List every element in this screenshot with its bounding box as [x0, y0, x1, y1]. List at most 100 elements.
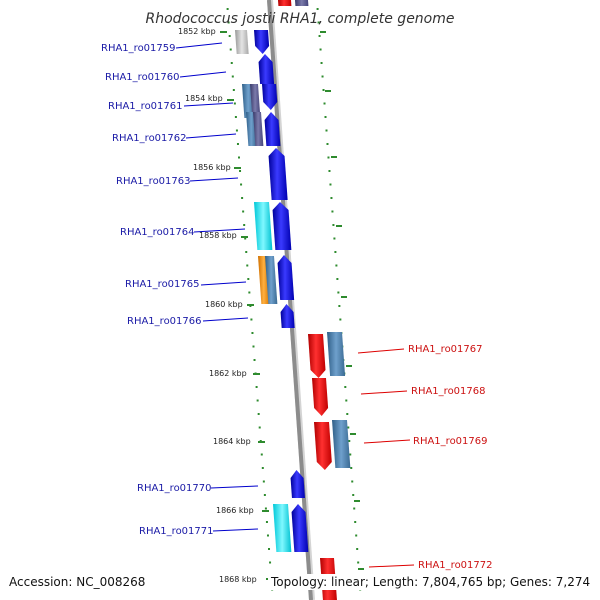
gene-label-ro01771[interactable]: RHA1_ro01771 — [139, 526, 214, 537]
gene-ro01765 — [277, 255, 295, 300]
footer-topology: Topology: linear; Length: 7,804,765 bp; … — [270, 575, 590, 589]
tick-dot-right — [338, 305, 341, 307]
tick-dot-right — [356, 548, 359, 550]
tick-dot-right — [318, 35, 321, 37]
major-tick-left-2 — [234, 167, 241, 169]
gene-ro01768 — [312, 378, 329, 416]
gene-label-ro01763[interactable]: RHA1_ro01763 — [116, 176, 191, 187]
gene-ro01770 — [290, 470, 305, 498]
tick-label-1854: 1854 kbp — [185, 94, 223, 103]
gene-ro01769-b — [332, 420, 351, 468]
leader-left-9 — [212, 528, 259, 532]
tick-dot-right — [357, 561, 360, 564]
tick-dot-left — [244, 237, 247, 240]
tick-dot-left — [260, 453, 263, 456]
tick-dot-left — [253, 359, 256, 361]
tick-dot-right — [321, 75, 324, 78]
leader-left-7 — [202, 317, 249, 322]
tick-label-1852: 1852 kbp — [178, 27, 216, 36]
tick-dot-right — [350, 467, 353, 469]
gene-ro01766 — [280, 304, 295, 328]
tick-dot-left — [242, 210, 245, 213]
tick-dot-right — [337, 291, 340, 294]
major-tick-right-7 — [354, 500, 360, 502]
leader-left-8 — [210, 485, 259, 489]
tick-dot-right — [320, 62, 323, 64]
tick-dot-left — [258, 426, 261, 429]
tick-dot-left — [264, 507, 267, 510]
tick-dot-left — [240, 183, 243, 186]
tick-dot-right — [323, 102, 326, 105]
gene-label-ro01767[interactable]: RHA1_ro01767 — [408, 344, 483, 355]
leader-left-3 — [185, 133, 237, 139]
major-tick-left-7 — [262, 510, 269, 512]
gene-ro01763 — [268, 148, 288, 200]
tick-dot-left — [233, 102, 236, 105]
gene-label-ro01759[interactable]: RHA1_ro01759 — [101, 43, 176, 54]
tick-dot-left — [265, 521, 268, 523]
major-tick-left-1 — [227, 99, 234, 101]
tick-dot-right — [317, 21, 320, 24]
tick-label-1856: 1856 kbp — [193, 163, 231, 172]
major-tick-right-6 — [350, 433, 356, 435]
tick-dot-right — [348, 440, 351, 442]
gene-label-ro01766[interactable]: RHA1_ro01766 — [127, 316, 202, 327]
major-tick-right-8 — [358, 568, 364, 570]
leader-left-4 — [189, 177, 239, 182]
leader-left-1 — [179, 71, 227, 78]
tick-dot-right — [328, 170, 331, 172]
gene-ro01767-b — [327, 332, 346, 376]
gene-label-ro01769[interactable]: RHA1_ro01769 — [413, 436, 488, 447]
footer-accession: Accession: NC_008268 — [9, 575, 145, 589]
tick-dot-right — [316, 8, 319, 10]
tick-dot-left — [252, 345, 255, 348]
gene-label-ro01765[interactable]: RHA1_ro01765 — [125, 279, 200, 290]
tick-dot-left — [231, 75, 234, 78]
tick-dot-left — [251, 332, 254, 334]
gene-label-ro01762[interactable]: RHA1_ro01762 — [112, 133, 187, 144]
tick-dot-left — [241, 197, 244, 199]
gene-label-ro01764[interactable]: RHA1_ro01764 — [120, 227, 195, 238]
gene-label-ro01761[interactable]: RHA1_ro01761 — [108, 101, 183, 112]
genome-title: Rhodococcus jostii RHA1, complete genome — [145, 11, 454, 27]
tick-dot-left — [250, 318, 253, 321]
tick-dot-left — [245, 251, 248, 253]
tick-dot-left — [229, 48, 232, 51]
tick-dot-left — [230, 62, 233, 64]
tick-dot-right — [324, 116, 327, 118]
leader-right-1 — [360, 390, 408, 395]
tick-label-1866: 1866 kbp — [216, 506, 254, 515]
footer-accession-bg — [6, 574, 148, 590]
tick-label-1858: 1858 kbp — [199, 231, 237, 240]
tick-dot-right — [355, 534, 358, 537]
major-tick-left-3 — [241, 236, 248, 238]
major-tick-left-4 — [247, 304, 254, 306]
tick-dot-left — [239, 170, 242, 172]
major-tick-right-1 — [325, 90, 331, 92]
gene-label-ro01770[interactable]: RHA1_ro01770 — [137, 483, 212, 494]
tick-dot-left — [268, 548, 271, 550]
tick-dot-left — [263, 494, 266, 496]
leader-right-0 — [357, 348, 405, 354]
tick-dot-left — [247, 278, 250, 280]
gene-label-ro01772[interactable]: RHA1_ro01772 — [418, 560, 493, 571]
tick-dot-left — [269, 561, 272, 564]
gene-ro01771-pseudo — [273, 504, 292, 552]
tick-dot-left — [243, 224, 246, 226]
tick-dot-left — [237, 156, 240, 159]
tick-label-1862: 1862 kbp — [209, 369, 247, 378]
gene-ro01759 — [254, 30, 270, 54]
tick-dot-left — [226, 8, 229, 10]
tick-dot-right — [352, 494, 355, 496]
major-tick-left-5 — [253, 373, 260, 375]
leader-left-0 — [175, 42, 223, 49]
major-tick-left-0 — [220, 31, 227, 33]
major-tick-right-3 — [336, 225, 342, 227]
gene-label-ro01768[interactable]: RHA1_ro01768 — [411, 386, 486, 397]
tick-dot-right — [347, 426, 350, 429]
leader-left-6 — [200, 281, 247, 286]
gene-ro01767 — [308, 334, 326, 378]
footer-topology-bg — [268, 574, 592, 590]
gene-label-ro01760[interactable]: RHA1_ro01760 — [105, 72, 180, 83]
